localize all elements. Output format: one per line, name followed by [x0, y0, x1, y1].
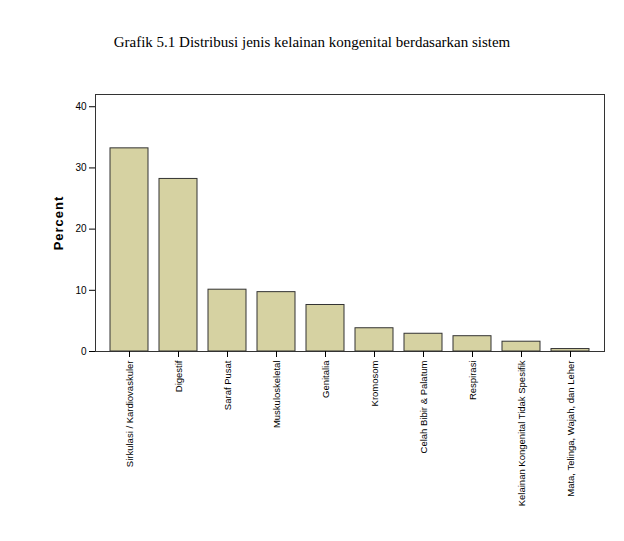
svg-text:Saraf Pusat: Saraf Pusat [222, 360, 233, 410]
svg-text:Genitalia: Genitalia [320, 360, 331, 398]
svg-text:0: 0 [81, 346, 87, 357]
html-text:Grafik 5.1 Distribusi jenis ke: Grafik 5.1 Distribusi jenis kelainan kon… [113, 34, 511, 50]
svg-text:40: 40 [75, 101, 87, 112]
svg-text:Kelainan Kongenital Tidak Spes: Kelainan Kongenital Tidak Spesifik [516, 360, 527, 506]
svg-text:Muskuloskeletal: Muskuloskeletal [271, 361, 282, 429]
svg-text:10: 10 [75, 285, 87, 296]
svg-text:30: 30 [75, 162, 87, 173]
svg-text:Kromosom: Kromosom [369, 360, 380, 406]
svg-text:Celah Bibir & Palatum: Celah Bibir & Palatum [418, 360, 429, 453]
svg-text:20: 20 [75, 223, 87, 234]
svg-text:Digestif: Digestif [173, 360, 184, 392]
svg-text:Respirasi: Respirasi [467, 361, 478, 401]
svg-text:Percent: Percent [51, 196, 66, 251]
svg-text:Sirkulasi / Kardiovaskuler: Sirkulasi / Kardiovaskuler [124, 361, 135, 468]
svg-text:Mata, Telinga, Wajah, dan Lehe: Mata, Telinga, Wajah, dan Leher [565, 361, 576, 497]
